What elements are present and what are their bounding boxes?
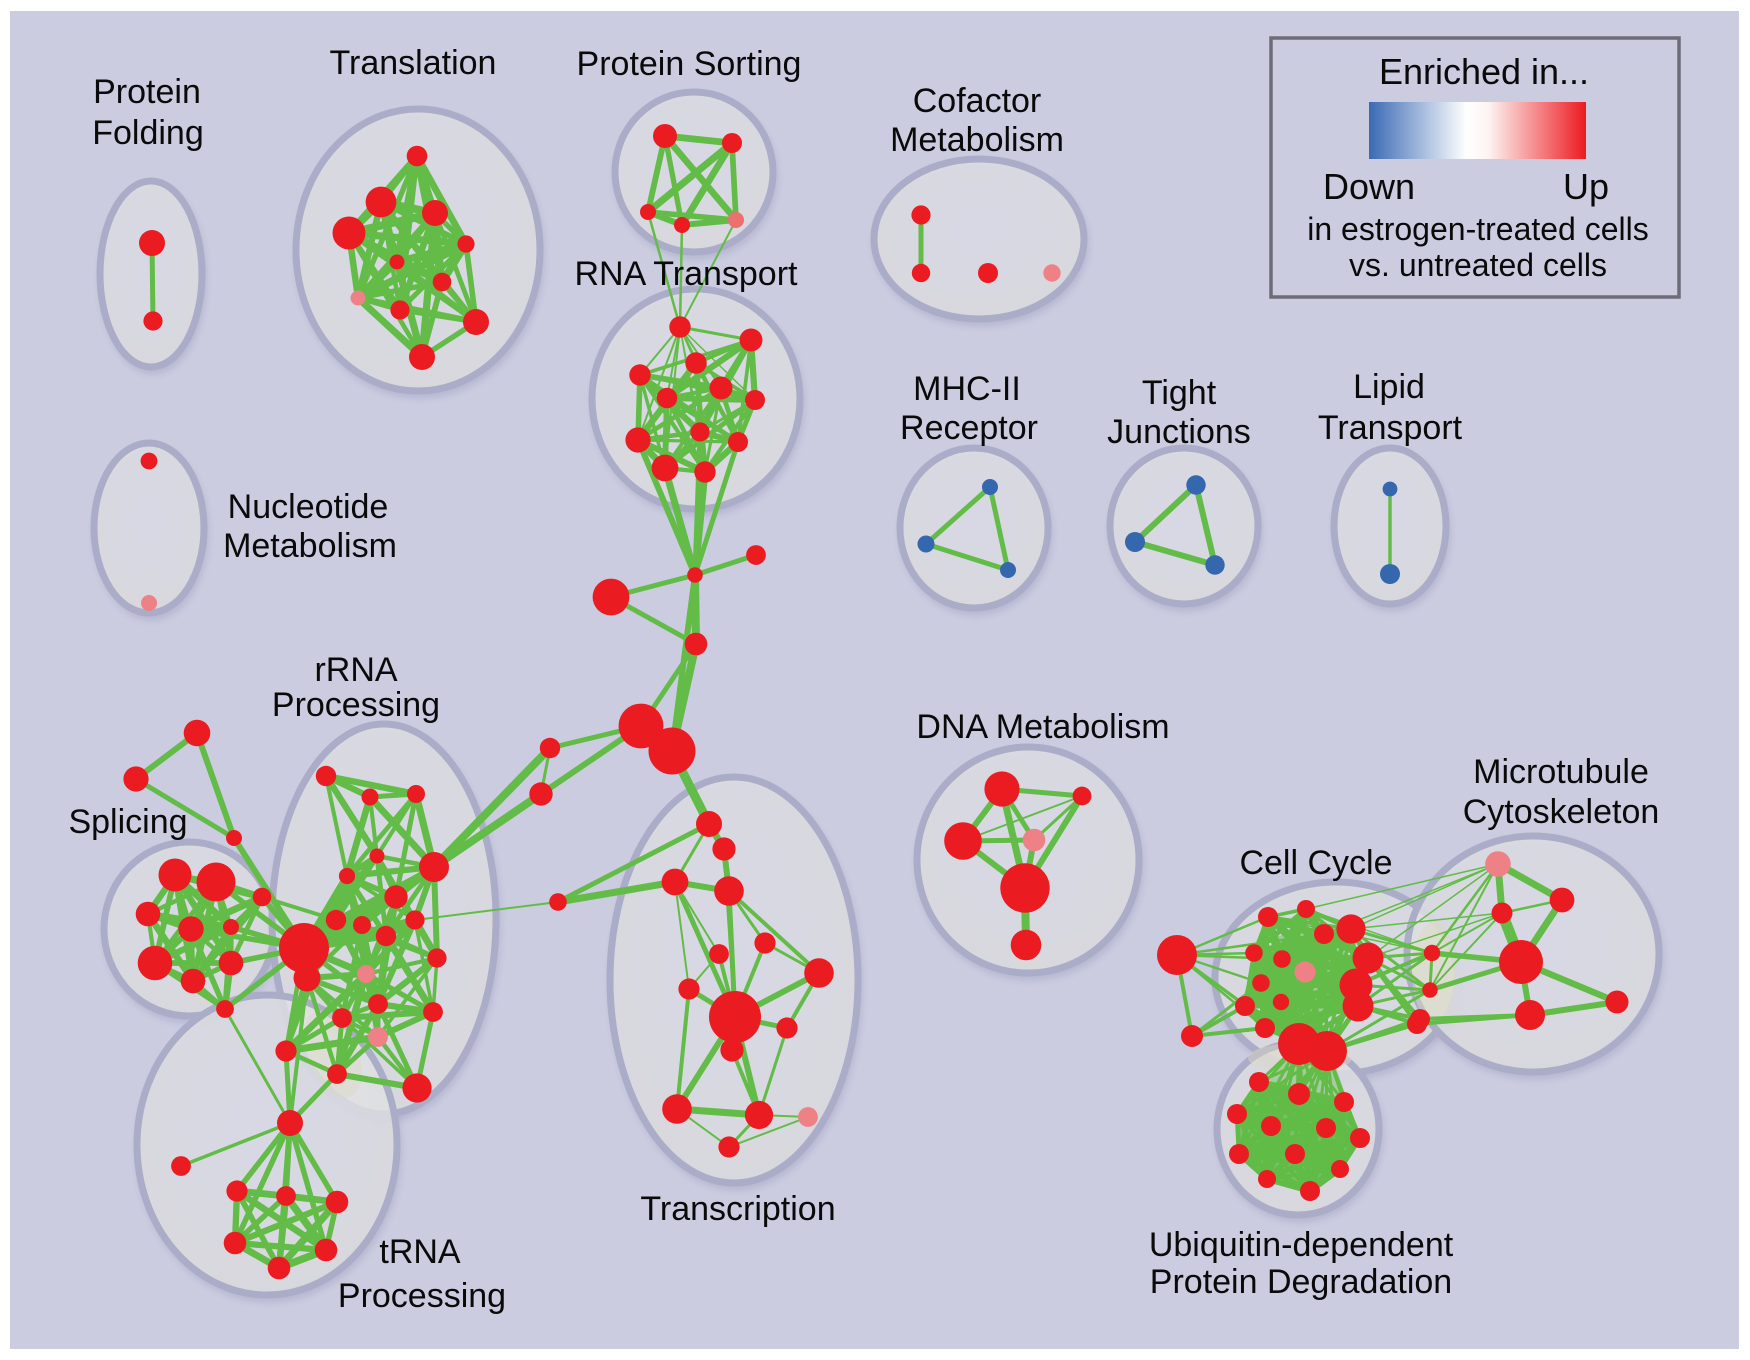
svg-text:Splicing: Splicing — [68, 803, 187, 841]
svg-text:Protein Degradation: Protein Degradation — [1150, 1263, 1452, 1301]
svg-text:Cofactor: Cofactor — [913, 82, 1042, 120]
svg-text:Metabolism: Metabolism — [890, 121, 1064, 159]
svg-text:Tight: Tight — [1142, 374, 1217, 412]
svg-text:rRNA: rRNA — [314, 651, 397, 689]
svg-text:vs. untreated cells: vs. untreated cells — [1349, 247, 1607, 283]
svg-text:Down: Down — [1323, 166, 1415, 207]
svg-text:in estrogen-treated cells: in estrogen-treated cells — [1307, 211, 1649, 247]
svg-text:Protein Sorting: Protein Sorting — [577, 45, 802, 83]
svg-text:Protein: Protein — [93, 73, 201, 111]
svg-text:tRNA: tRNA — [379, 1233, 461, 1271]
svg-text:Metabolism: Metabolism — [223, 527, 397, 565]
svg-text:Microtubule: Microtubule — [1473, 753, 1649, 791]
svg-text:Processing: Processing — [338, 1277, 506, 1315]
svg-text:Folding: Folding — [92, 114, 204, 152]
svg-text:Processing: Processing — [272, 686, 440, 724]
svg-text:Cytoskeleton: Cytoskeleton — [1463, 793, 1660, 831]
svg-text:Enriched in...: Enriched in... — [1379, 51, 1589, 92]
svg-text:Junctions: Junctions — [1107, 413, 1251, 451]
svg-text:Transcription: Transcription — [640, 1190, 835, 1228]
svg-text:Ubiquitin-dependent: Ubiquitin-dependent — [1149, 1226, 1454, 1264]
svg-text:Lipid: Lipid — [1353, 368, 1425, 406]
svg-text:RNA Transport: RNA Transport — [575, 255, 799, 293]
svg-text:Up: Up — [1563, 166, 1609, 207]
svg-text:Receptor: Receptor — [900, 409, 1038, 447]
svg-text:Translation: Translation — [330, 44, 497, 82]
svg-text:MHC-II: MHC-II — [913, 370, 1021, 408]
svg-text:Nucleotide: Nucleotide — [228, 488, 389, 526]
svg-text:Cell Cycle: Cell Cycle — [1239, 844, 1392, 882]
svg-text:Transport: Transport — [1318, 409, 1463, 447]
svg-text:DNA Metabolism: DNA Metabolism — [916, 708, 1169, 746]
